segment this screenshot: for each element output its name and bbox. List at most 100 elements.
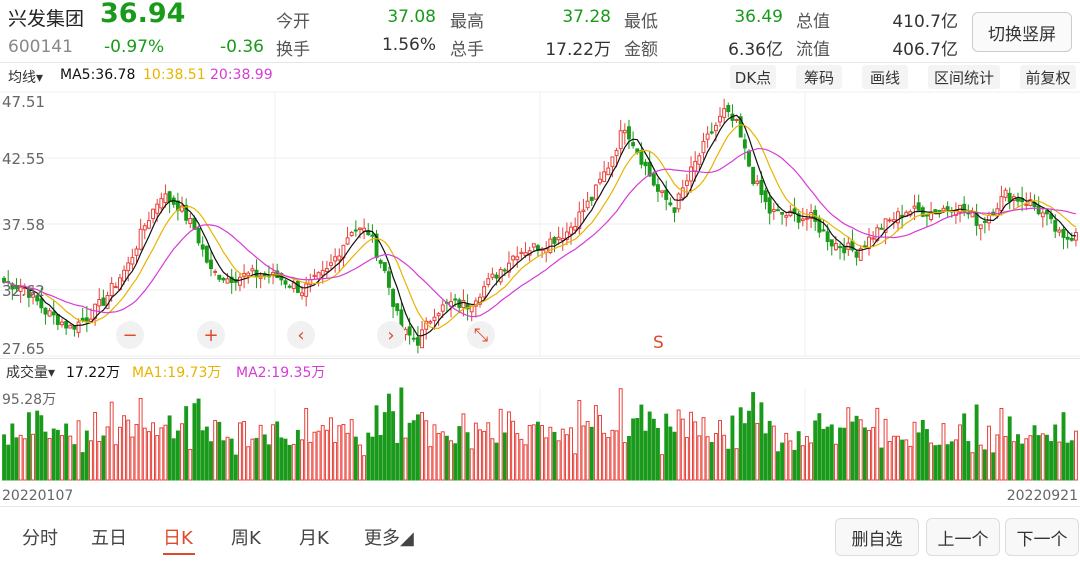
volume-bar [627, 435, 631, 481]
range-stats-button[interactable]: 区间统计 [928, 65, 1000, 89]
candle-body [440, 304, 445, 312]
tab-monthly-k[interactable]: 月K [299, 528, 329, 549]
candle-body [432, 316, 437, 321]
volume-bar [213, 420, 218, 481]
candle-body [14, 286, 19, 289]
volume-bar [1007, 416, 1012, 481]
volume-bar [867, 429, 871, 481]
candle-body [589, 196, 594, 201]
volume-bar [1011, 441, 1016, 481]
volume-bar [523, 444, 528, 481]
scroll-right-button[interactable]: › [377, 321, 405, 349]
draw-line-button[interactable]: 画线 [862, 65, 908, 89]
scroll-left-button[interactable]: ‹ [287, 321, 315, 349]
ma-selector[interactable]: 均线▾ [8, 70, 44, 86]
volume-bar [1040, 433, 1045, 481]
next-stock-button[interactable]: 下一个 [1005, 518, 1079, 556]
candle-body [64, 321, 69, 329]
tab-weekly-k[interactable]: 周K [231, 528, 261, 549]
volume-ma1: MA1:19.73万 [132, 365, 222, 381]
candle-body [507, 262, 511, 273]
candle-body [60, 321, 64, 326]
volume-bar [411, 420, 416, 481]
volume-bar [6, 444, 11, 481]
volume-bar [564, 434, 569, 481]
adjust-button[interactable]: 前复权 [1020, 65, 1076, 89]
candle-body [784, 215, 789, 218]
candle-body [734, 119, 739, 122]
zoom-out-button[interactable]: − [116, 321, 144, 349]
candle-body [250, 268, 255, 272]
candle-body [386, 271, 391, 288]
volume-bar [184, 406, 189, 481]
candle-body [130, 257, 135, 265]
volume-bar [854, 415, 859, 481]
volume-bar [1061, 412, 1066, 481]
tab-daily-k[interactable]: 日K [163, 528, 193, 549]
volume-bar [709, 442, 714, 481]
volume-bar [771, 425, 776, 481]
volume-bar [987, 425, 991, 481]
volume-bar [68, 435, 73, 481]
volume-bar [941, 423, 946, 481]
switch-portrait-button[interactable]: 切换竖屏 [972, 12, 1072, 52]
volume-bar [80, 452, 85, 481]
candle-body [163, 193, 168, 203]
kline-chart[interactable]: 47.51 42.55 37.58 32.62 27.65 95.28万 20220107 2… [0, 0, 1080, 510]
volume-bar [415, 414, 420, 481]
candle-body [1053, 219, 1058, 232]
volume-bar [726, 448, 731, 481]
volume-bar [353, 436, 358, 481]
candle-body [896, 211, 900, 224]
volume-bar [122, 415, 127, 481]
volume-selector[interactable]: 成交量▾ [6, 365, 56, 381]
candle-body [1045, 210, 1049, 215]
volume-bar [320, 425, 325, 481]
tab-more[interactable]: 更多◢ [364, 528, 414, 549]
zoom-in-button[interactable]: + [197, 321, 225, 349]
candle-body [51, 311, 56, 316]
candle-body [999, 196, 1004, 212]
candle-body [31, 292, 35, 298]
candle-body [498, 268, 503, 283]
reset-zoom-button[interactable]: ⤡ [467, 321, 495, 349]
volume-bar [937, 444, 942, 481]
candle-body [316, 272, 321, 280]
candle-body [585, 200, 590, 209]
volume-bar [424, 420, 429, 481]
candle-body [204, 245, 209, 263]
volume-bar [478, 429, 482, 481]
volume-bar [560, 428, 565, 481]
candle-body [213, 270, 218, 273]
candle-body [676, 193, 681, 210]
tab-intraday[interactable]: 分时 [22, 528, 58, 549]
remove-favorite-button[interactable]: 删自选 [835, 518, 919, 556]
volume-max-label: 95.28万 [2, 392, 56, 408]
chips-button[interactable]: 筹码 [796, 65, 842, 89]
volume-bar [862, 427, 867, 481]
volume-bar [126, 419, 131, 481]
candle-body [502, 269, 507, 272]
quote-label: 换手 [276, 40, 310, 60]
previous-stock-button[interactable]: 上一个 [926, 518, 1000, 556]
volume-bar [920, 419, 925, 481]
volume-bar [548, 426, 553, 481]
tab-five-day[interactable]: 五日 [91, 528, 127, 549]
volume-bar [647, 411, 652, 481]
candle-body [713, 124, 718, 132]
volume-bar [391, 411, 396, 481]
price-tick-label: 42.55 [2, 150, 45, 168]
volume-ma2: MA2:19.35万 [236, 365, 326, 381]
volume-bar [577, 400, 582, 481]
volume-bar [933, 445, 938, 481]
volume-bar [970, 452, 975, 481]
volume-bar [502, 432, 507, 481]
volume-bar [585, 421, 590, 481]
candle-body [126, 262, 131, 272]
volume-bar [366, 432, 371, 481]
dk-point-button[interactable]: DK点 [730, 65, 776, 89]
candle-body [349, 231, 354, 236]
candle-body [478, 296, 482, 305]
volume-bar [26, 412, 31, 481]
candle-body [825, 231, 830, 243]
